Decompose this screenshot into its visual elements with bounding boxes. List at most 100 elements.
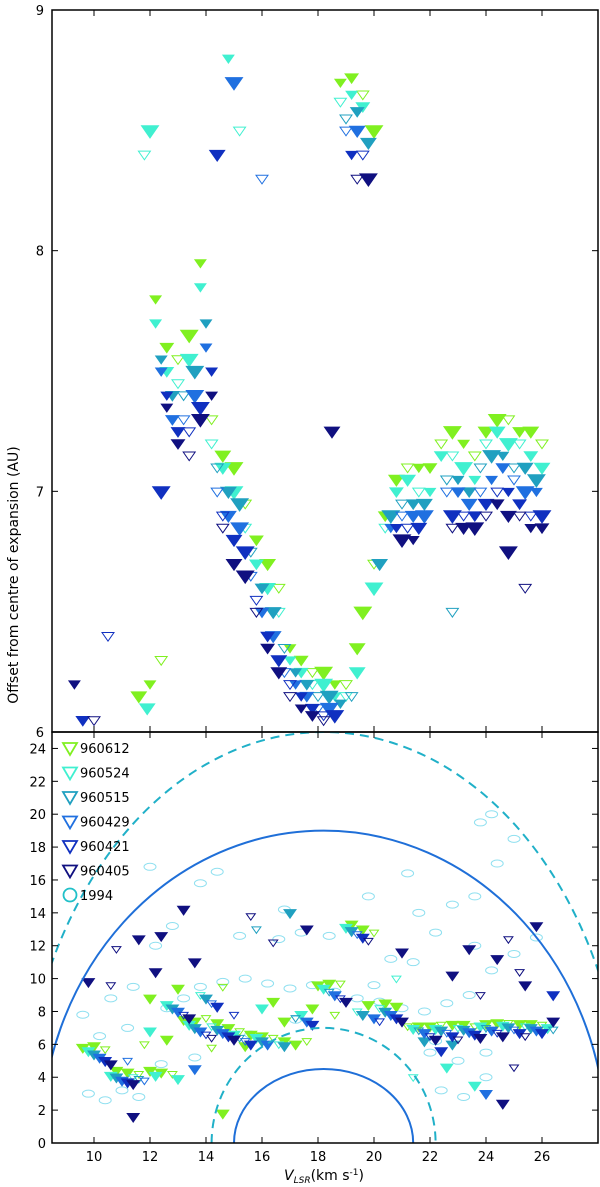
top-point-960524 [204, 439, 219, 450]
top-point-960429 [219, 510, 237, 524]
x-axis-label-sub: LSR [294, 1176, 311, 1186]
bottom-point-960405 [154, 932, 169, 943]
top-point-960405 [294, 704, 308, 714]
bottom-point-1994 [350, 994, 364, 1003]
top-point-960612 [442, 426, 462, 440]
legend-marker-960429 [61, 815, 79, 831]
top-point-960429 [414, 510, 434, 524]
bottom-point-960429 [260, 1040, 275, 1051]
bottom-ytick-label: 24 [29, 742, 46, 757]
top-point-960421 [304, 703, 320, 715]
top-point-960421 [249, 595, 264, 606]
top-point-960524 [140, 125, 160, 139]
x-axis-label-unit: (km s [311, 1168, 350, 1184]
bottom-point-960405 [126, 1112, 141, 1123]
bottom-point-960612 [277, 1017, 292, 1028]
top-point-960421 [101, 631, 115, 643]
top-point-960405 [160, 403, 174, 413]
bottom-point-960405 [473, 1034, 488, 1045]
top-point-960429 [495, 463, 511, 474]
top-point-960515 [507, 463, 521, 474]
bottom-point-1994 [193, 982, 207, 991]
bottom-point-960421 [210, 1002, 225, 1013]
top-point-960405 [406, 535, 420, 546]
top-point-960612 [535, 439, 549, 450]
top-point-960515 [439, 475, 454, 486]
top-point-960612 [467, 451, 482, 462]
top-point-960612 [283, 644, 297, 654]
bottom-xtick-label: 22 [422, 1150, 439, 1165]
top-point-960405 [518, 583, 533, 594]
top-point-960405 [304, 711, 320, 722]
legend-label-960515: 960515 [80, 791, 130, 806]
legend-marker-1994 [62, 887, 78, 903]
bottom-ytick-label: 4 [38, 1071, 46, 1086]
top-point-960524 [232, 126, 247, 137]
bottom-ytick-label: 10 [29, 973, 46, 988]
bottom-point-1994 [485, 966, 499, 975]
bottom-point-960612 [378, 999, 393, 1010]
bottom-point-960612 [305, 1004, 320, 1015]
top-point-960612 [328, 680, 342, 690]
bottom-point-1994 [434, 1086, 448, 1095]
bottom-point-960405 [299, 925, 314, 936]
bottom-point-1994 [149, 941, 163, 950]
top-plot-frame [51, 9, 599, 733]
top-point-960612 [248, 535, 264, 547]
bottom-point-960524 [467, 1081, 482, 1092]
bottom-point-1994 [451, 1056, 465, 1065]
top-point-960421 [260, 631, 276, 643]
bottom-point-1994 [457, 1092, 471, 1101]
top-point-960524 [314, 678, 334, 693]
bottom-point-960421 [546, 991, 561, 1002]
bottom-point-1994 [479, 1073, 493, 1082]
bottom-point-960612 [217, 983, 229, 992]
top-point-960612 [149, 295, 163, 305]
top-panel: 6 7 8 9 [36, 4, 599, 741]
top-point-960612 [355, 90, 370, 101]
top-point-960405 [205, 391, 219, 401]
top-point-960421 [355, 150, 370, 161]
bottom-point-960405 [206, 1034, 218, 1043]
bottom-point-960612 [143, 1066, 157, 1077]
legend-marker-960421 [61, 840, 79, 855]
top-point-960612 [512, 427, 528, 438]
bottom-point-960524 [143, 1027, 157, 1038]
bottom-point-960405 [339, 997, 353, 1008]
top-point-960612 [130, 691, 148, 704]
top-point-960405 [455, 522, 473, 536]
top-point-960429 [450, 487, 466, 499]
top-point-960515 [526, 474, 546, 488]
bottom-point-960429 [479, 1089, 493, 1100]
top-point-960612 [422, 463, 438, 474]
top-point-960612 [400, 463, 415, 474]
top-point-960405 [465, 522, 485, 536]
top-point-960405 [225, 558, 243, 572]
bottom-point-960612 [368, 929, 380, 938]
top-point-960524 [214, 462, 232, 475]
bottom-point-1994 [216, 977, 230, 986]
legend-label-960405: 960405 [80, 865, 130, 880]
bottom-point-960515 [434, 1026, 449, 1037]
top-point-960515 [451, 475, 465, 486]
bottom-point-1994 [440, 999, 454, 1008]
top-point-960405 [445, 523, 460, 534]
bottom-xtick-label: 20 [366, 1150, 383, 1165]
x-axis-label-sup: -1 [350, 1168, 359, 1178]
top-point-960405 [499, 510, 517, 524]
bottom-point-960429 [122, 1057, 134, 1066]
top-point-960612 [314, 666, 334, 681]
bottom-point-1994 [188, 1053, 202, 1062]
bottom-point-960515 [501, 1023, 516, 1034]
top-point-960421 [442, 510, 462, 524]
top-point-960515 [405, 499, 421, 511]
bottom-point-1994 [367, 981, 381, 990]
x-axis-label: VLSR(km s-1) [284, 1168, 364, 1186]
top-point-960429 [507, 475, 521, 486]
top-point-960524 [137, 150, 152, 161]
top-point-960524 [479, 439, 493, 450]
bottom-ytick-label: 8 [38, 1005, 46, 1020]
top-point-960612 [412, 463, 426, 474]
top-point-960421 [400, 523, 415, 534]
